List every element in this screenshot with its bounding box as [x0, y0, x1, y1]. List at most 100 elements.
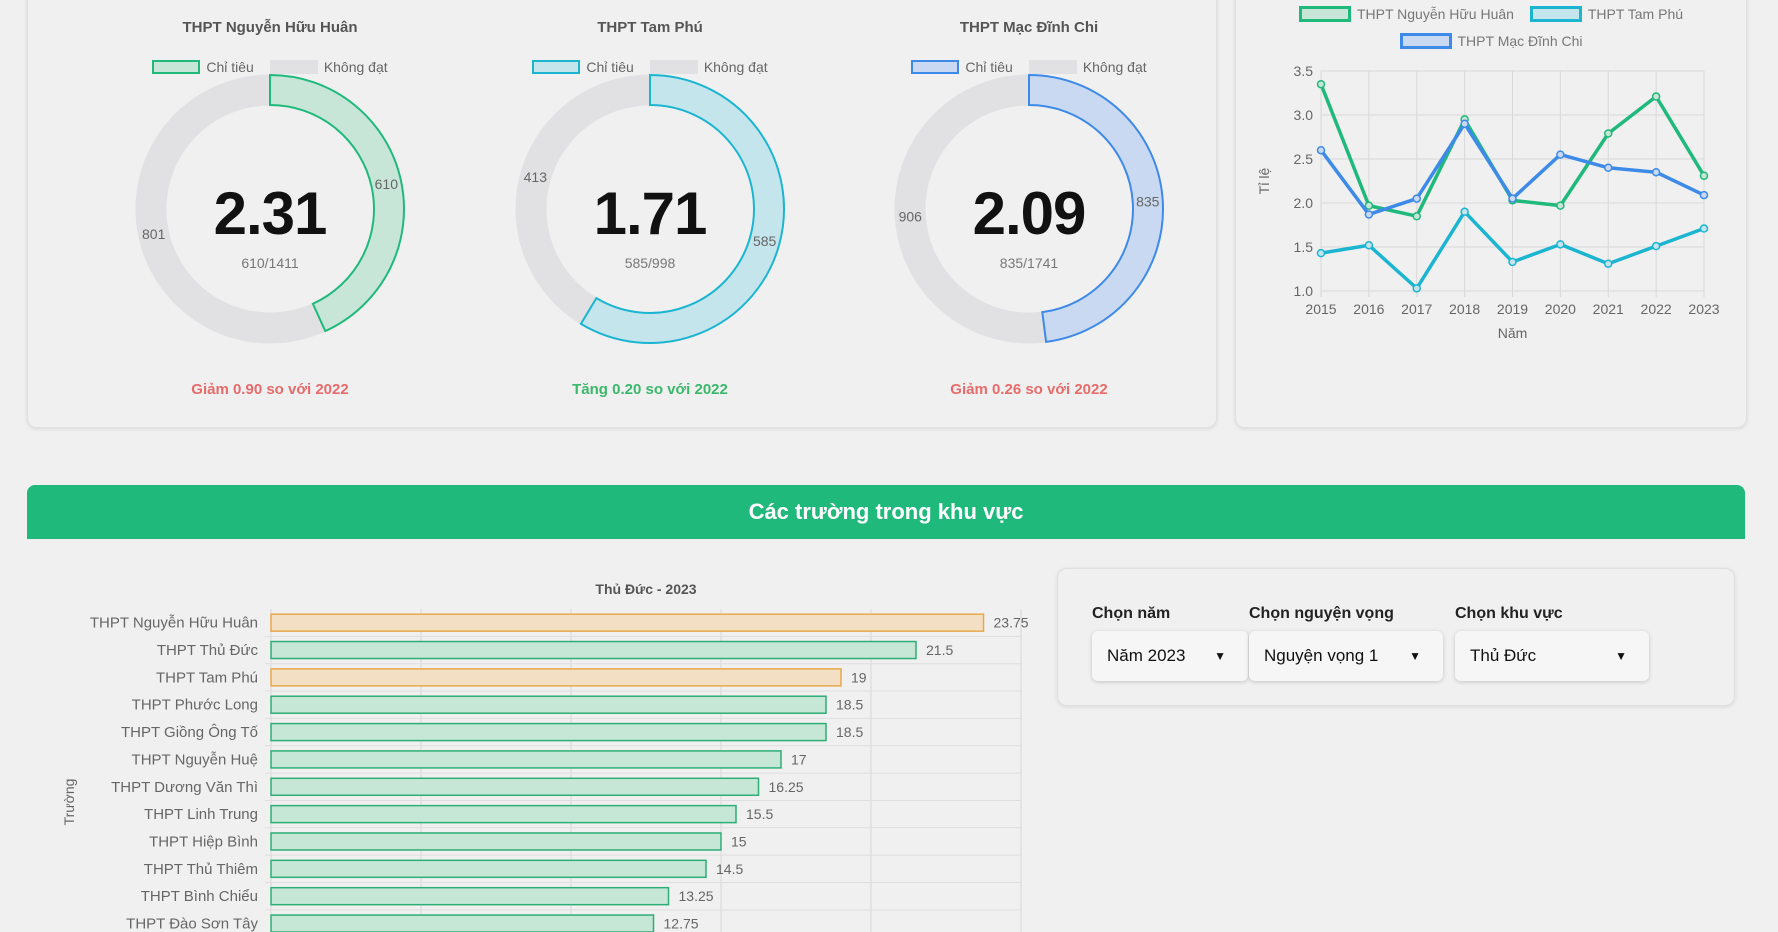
bar	[270, 613, 985, 632]
bar-value-label: 16.25	[769, 779, 804, 795]
legend-item-mac-dinh-chi[interactable]: THPT Mạc Đĩnh Chi	[1399, 28, 1583, 55]
bar-value-label: 19	[851, 669, 867, 685]
donut-ratio: 2.31	[213, 180, 328, 247]
series-point	[1699, 171, 1709, 180]
caret-down-icon: ▼	[1615, 649, 1627, 663]
series-point	[1460, 119, 1469, 129]
bar	[270, 668, 842, 687]
donut-chart-mac-dinh-chi: 835 906 THPT Mạc Đĩnh Chi Chỉ tiêu Không đ…	[839, 1, 1219, 401]
series-point	[1556, 150, 1565, 159]
series-point	[1556, 201, 1565, 210]
series-point	[1412, 211, 1421, 221]
bar	[270, 695, 827, 714]
x-tick-label: 2020	[1545, 301, 1576, 317]
legend-label-fail[interactable]: Không đạt	[1082, 59, 1147, 75]
legend-item-tam-phu[interactable]: THPT Tam Phú	[1529, 1, 1684, 28]
donut-legend: Chỉ tiêu Không đạt	[839, 59, 1219, 75]
series-point	[1316, 145, 1326, 155]
legend-label-target[interactable]: Chỉ tiêu	[965, 59, 1013, 75]
year-select-value: Năm 2023	[1107, 646, 1186, 665]
bar-value-label: 13.25	[679, 888, 714, 904]
x-tick-label: 2021	[1593, 301, 1624, 317]
bar	[270, 640, 917, 660]
donut-title: THPT Tam Phú	[597, 19, 703, 36]
bar-value-label: 14.5	[716, 861, 743, 877]
bar-category-label: THPT Dương Văn Thì	[111, 779, 258, 796]
legend-label: THPT Mạc Đĩnh Chi	[1457, 33, 1583, 49]
series-point	[1699, 190, 1709, 200]
bar-category-label: THPT Phước Long	[132, 697, 258, 714]
donut-value-label: 835	[1136, 193, 1160, 209]
trend-line-chart-card: THPT Nguyễn Hữu Huân THPT Tam Phú THPT M…	[1235, 0, 1747, 428]
x-tick-label: 2018	[1449, 301, 1480, 317]
donut-title: THPT Nguyễn Hữu Huân	[182, 19, 358, 36]
series-point	[1604, 129, 1613, 138]
caret-down-icon: ▼	[1409, 649, 1421, 663]
area-select-value: Thủ Đức	[1470, 646, 1537, 665]
line-chart-legend: THPT Nguyễn Hữu Huân THPT Tam Phú THPT M…	[1236, 1, 1746, 55]
donut-value-label: 585	[753, 233, 777, 249]
y-tick-label: 2.0	[1294, 195, 1314, 211]
donut-change-text: Tăng 0.20 so với 2022	[572, 381, 728, 398]
x-tick-label: 2019	[1497, 301, 1528, 317]
y-axis-title: Trường	[61, 779, 77, 826]
area-select[interactable]: Thủ Đức ▼	[1455, 631, 1649, 681]
series-point	[1604, 163, 1613, 173]
bar	[270, 804, 737, 824]
series-point	[1412, 284, 1421, 293]
legend-swatch-fail[interactable]	[269, 60, 318, 74]
legend-label: THPT Tam Phú	[1587, 6, 1684, 22]
donut-segment-fail	[894, 74, 1047, 344]
bar-value-label: 18.5	[836, 697, 863, 713]
legend-swatch-target[interactable]	[532, 60, 581, 74]
legend-label-fail[interactable]: Không đạt	[323, 59, 388, 75]
donut-ratio: 2.09	[972, 180, 1087, 247]
series-point	[1316, 248, 1326, 258]
bar-category-label: THPT Giồng Ông Tố	[121, 724, 259, 741]
bar-value-label: 12.75	[664, 916, 699, 932]
donut-legend: Chỉ tiêu Không đạt	[460, 59, 840, 75]
legend-label-target[interactable]: Chỉ tiêu	[206, 59, 254, 75]
bar-value-label: 15.5	[746, 806, 773, 822]
series-point	[1412, 194, 1421, 203]
wish-filter-label: Chọn nguyện vọng	[1249, 605, 1394, 622]
series-point	[1316, 79, 1326, 89]
year-select[interactable]: Năm 2023 ▼	[1092, 631, 1248, 681]
donut-fraction: 610/1411	[241, 255, 299, 271]
bar	[270, 886, 670, 906]
bar-category-label: THPT Bình Chiểu	[141, 888, 258, 905]
legend-label-target[interactable]: Chỉ tiêu	[586, 59, 634, 75]
legend-swatch-target[interactable]	[152, 60, 201, 74]
donut-segment-fail	[515, 74, 651, 325]
legend-swatch-fail[interactable]	[649, 60, 698, 74]
x-tick-label: 2023	[1688, 301, 1719, 317]
series-point	[1651, 92, 1661, 101]
series-point	[1364, 240, 1374, 250]
area-filter: Chọn khu vực Thủ Đức ▼	[1455, 605, 1649, 681]
bar	[270, 777, 760, 797]
bar-category-label: THPT Thủ Thiêm	[144, 861, 258, 878]
y-tick-label: 1.0	[1294, 283, 1314, 299]
legend-swatch-fail[interactable]	[1028, 60, 1077, 74]
legend-item-nguyen-huu-huan[interactable]: THPT Nguyễn Hữu Huân	[1298, 1, 1514, 28]
series-point	[1508, 257, 1517, 267]
donut-ring: 835 906	[894, 73, 1164, 344]
bar	[270, 914, 655, 932]
donut-ratio: 1.71	[593, 180, 708, 247]
line-chart: 1.0 1.5 2.0 2.5 3.0 3.5 2015 2016 2017 2018 2019 20…	[1256, 63, 1720, 341]
y-tick-label: 3.5	[1294, 63, 1314, 79]
school-bar-chart: Thủ Đức - 2023 THPT Nguyễn Hữu Huân 23.75 T…	[61, 581, 1029, 932]
series-point	[1364, 210, 1374, 219]
donut-ring: 610 801	[135, 73, 405, 344]
legend-swatch	[1298, 6, 1351, 22]
wish-select[interactable]: Nguyện vọng 1 ▼	[1249, 631, 1443, 681]
donut-segment-target	[1028, 73, 1164, 344]
y-tick-label: 1.5	[1294, 239, 1314, 255]
bar-category-label: THPT Nguyễn Hữu Huân	[90, 615, 258, 632]
series-point	[1556, 240, 1565, 249]
legend-swatch-target[interactable]	[911, 60, 960, 74]
legend-label-fail[interactable]: Không đạt	[703, 59, 768, 75]
donut-other-label: 801	[142, 226, 166, 242]
x-tick-label: 2016	[1353, 301, 1384, 317]
donut-fraction: 585/998	[624, 255, 676, 271]
